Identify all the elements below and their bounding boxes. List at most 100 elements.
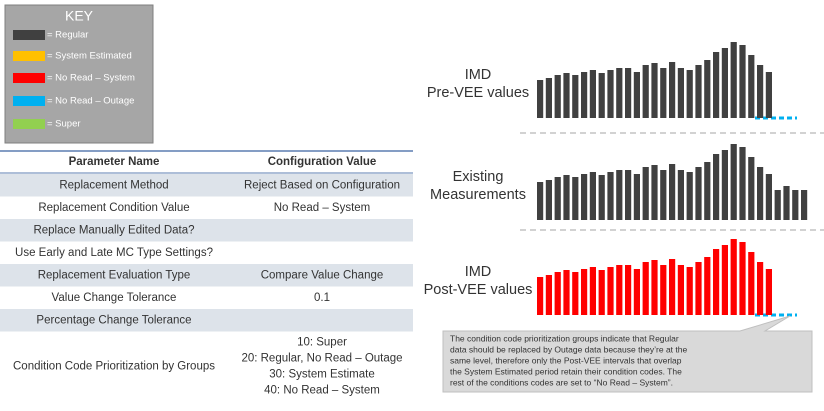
table-cell: Compare Value Change: [261, 269, 384, 281]
bar: [642, 167, 649, 220]
key-label: = System Estimated: [47, 51, 132, 62]
bar: [633, 269, 640, 315]
panel-label: Post-VEE values: [424, 282, 533, 298]
bar: [669, 164, 676, 220]
bar: [730, 42, 737, 118]
bar: [713, 52, 720, 118]
bar: [677, 68, 684, 118]
bar: [616, 265, 623, 315]
bar: [757, 167, 764, 220]
bar: [801, 190, 808, 220]
bar: [581, 72, 588, 118]
bar: [572, 75, 579, 118]
bar: [739, 242, 746, 315]
table-cell: 10: Super: [297, 337, 347, 349]
bar: [537, 80, 544, 118]
bar: [704, 257, 711, 315]
bar: [774, 190, 781, 220]
table-cell: Reject Based on Configuration: [244, 179, 400, 191]
bar: [537, 277, 544, 315]
bar: [642, 65, 649, 118]
bar: [721, 150, 728, 220]
table-row-bg: [0, 309, 413, 332]
bar: [651, 260, 658, 315]
bar: [748, 157, 755, 220]
bar: [748, 55, 755, 118]
panel-label: Measurements: [430, 187, 526, 203]
bar: [554, 75, 561, 118]
bar: [607, 172, 614, 220]
table-cell: 40: No Read – System: [264, 385, 380, 397]
key-label: = Super: [47, 119, 81, 130]
table-cell: 30: System Estimate: [269, 369, 374, 381]
bar: [730, 144, 737, 220]
bar: [651, 63, 658, 118]
bar: [686, 172, 693, 220]
table-row-bg: [0, 219, 413, 242]
bar: [572, 177, 579, 220]
table-cell: Condition Code Prioritization by Groups: [13, 361, 215, 373]
bar: [765, 72, 772, 118]
bar: [616, 170, 623, 220]
table-cell: Use Early and Late MC Type Settings?: [15, 247, 213, 259]
key-label: = No Read – System: [47, 73, 135, 84]
bar: [607, 267, 614, 315]
bar: [686, 70, 693, 118]
bar: [554, 272, 561, 315]
bar: [721, 245, 728, 315]
bar: [748, 252, 755, 315]
bar: [554, 177, 561, 220]
panel-label: IMD: [465, 67, 492, 83]
table-row-bg: [0, 264, 413, 287]
bar: [563, 175, 570, 220]
bar: [704, 60, 711, 118]
bar: [545, 78, 552, 118]
bar: [695, 65, 702, 118]
bar: [686, 267, 693, 315]
table-cell: 20: Regular, No Read – Outage: [241, 353, 402, 365]
key-label: = Regular: [47, 30, 88, 41]
table-cell: Replacement Method: [59, 179, 168, 191]
bar: [633, 72, 640, 118]
note-line: rest of the conditions codes are set to …: [450, 377, 673, 387]
bar: [581, 174, 588, 220]
bar: [695, 262, 702, 315]
key-swatch: [13, 73, 45, 83]
table-cell: No Read – System: [274, 202, 371, 214]
bar: [677, 170, 684, 220]
bar: [598, 270, 605, 315]
panel-label: Pre-VEE values: [427, 85, 529, 101]
table-cell: 0.1: [314, 292, 330, 304]
bar: [625, 265, 632, 315]
bar: [695, 167, 702, 220]
bar: [589, 70, 596, 118]
note-line: data should be replaced by Outage data b…: [450, 344, 687, 354]
bar: [563, 73, 570, 118]
bar: [537, 182, 544, 220]
table-cell: Replacement Evaluation Type: [38, 269, 191, 281]
note-line: the System Estimated period retain their…: [450, 366, 682, 376]
key-swatch: [13, 96, 45, 106]
key-swatch: [13, 119, 45, 129]
table-cell: Value Change Tolerance: [52, 292, 177, 304]
bar: [633, 174, 640, 220]
bar: [669, 259, 676, 315]
table-header: Configuration Value: [268, 156, 377, 168]
bar: [739, 45, 746, 118]
bar: [765, 269, 772, 315]
bar: [730, 239, 737, 315]
bar: [757, 262, 764, 315]
bar: [704, 162, 711, 220]
bar: [669, 62, 676, 118]
bar: [765, 174, 772, 220]
callout: [442, 315, 813, 393]
bar: [792, 190, 799, 220]
table-cell: Replacement Condition Value: [38, 202, 189, 214]
key-label: = No Read – Outage: [47, 96, 134, 107]
key-swatch: [13, 30, 45, 40]
bar: [581, 269, 588, 315]
bar: [572, 272, 579, 315]
table-cell: Percentage Change Tolerance: [36, 314, 191, 326]
bar: [589, 172, 596, 220]
